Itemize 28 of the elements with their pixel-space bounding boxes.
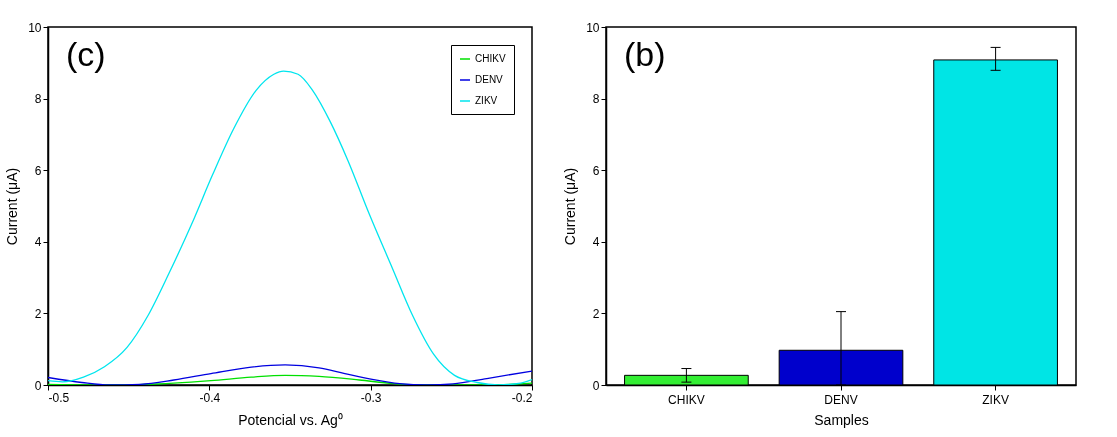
x-tick-label: -0.4 <box>199 390 221 405</box>
x-tick-label: -0.3 <box>360 390 382 405</box>
annotation: (c) <box>66 35 106 73</box>
y-tick-label: 8 <box>34 92 42 107</box>
y-tick-label: 2 <box>592 306 600 321</box>
legend-label: CHIKV <box>475 53 506 64</box>
y-tick-label: 6 <box>592 163 600 178</box>
x-tick-label: ZIKV <box>982 392 1009 407</box>
y-tick-label: 10 <box>586 20 600 35</box>
y-tick-label: 2 <box>34 306 42 321</box>
y-tick-label: 0 <box>592 378 600 393</box>
x-axis-title: Potencial vs. Ag⁰ <box>238 411 343 428</box>
x-tick-label: CHIKV <box>668 392 705 407</box>
x-axis-title: Samples <box>814 411 869 428</box>
annotation: (b) <box>624 35 666 73</box>
y-tick-label: 4 <box>34 235 42 250</box>
x-tick-label: -0.5 <box>48 390 70 405</box>
y-tick-label: 4 <box>592 235 600 250</box>
legend-label: ZIKV <box>475 95 498 106</box>
x-tick-label: DENV <box>824 392 858 407</box>
y-tick-label: 10 <box>28 20 42 35</box>
x-tick-label: -0.2 <box>511 390 533 405</box>
legend-label: DENV <box>475 74 504 85</box>
y-tick-label: 8 <box>592 92 600 107</box>
y-axis-title: Current (μA) <box>4 167 21 246</box>
y-axis-title: Current (μA) <box>562 167 579 246</box>
y-tick-label: 0 <box>34 378 42 393</box>
y-tick-label: 6 <box>34 163 42 178</box>
